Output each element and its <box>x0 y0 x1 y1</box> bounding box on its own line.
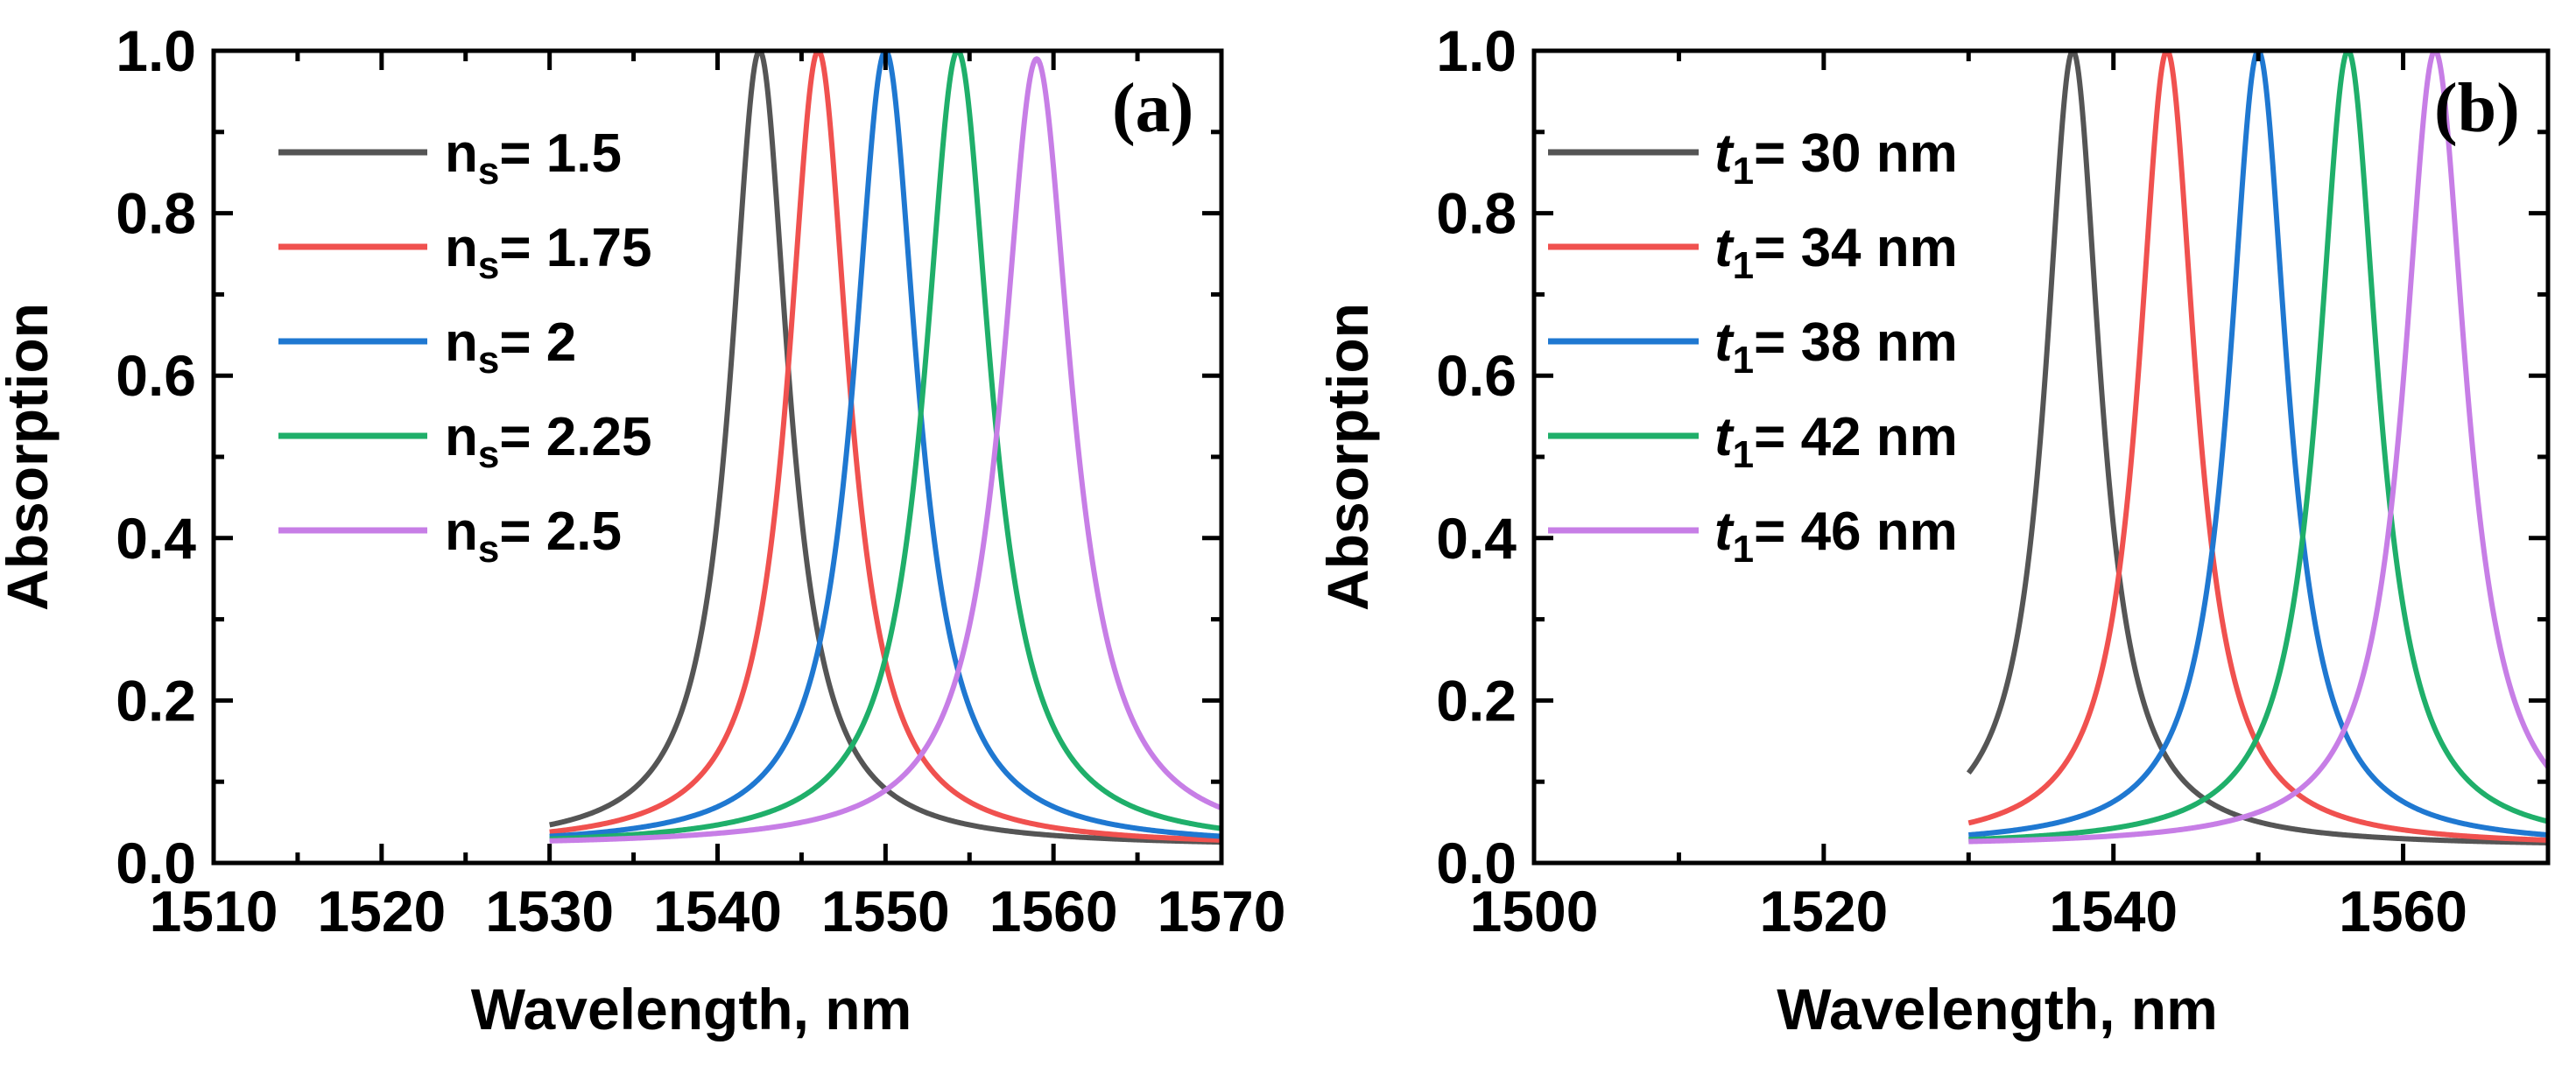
x-tick-label: 1560 <box>989 879 1118 943</box>
x-tick-label: 1520 <box>1759 879 1888 943</box>
x-tick-label: 1500 <box>1470 879 1599 943</box>
y-tick-label: 0.4 <box>1436 506 1517 571</box>
y-tick-label: 0.4 <box>116 506 196 571</box>
y-tick-label: 0.0 <box>116 831 196 895</box>
x-tick-label: 1570 <box>1158 879 1286 943</box>
x-axis-title: Wavelength, nm <box>471 977 912 1041</box>
legend-entry-2: t1= 38 nm <box>1714 312 1958 382</box>
y-tick-label: 0.6 <box>116 343 196 408</box>
legend-entry-1: t1= 34 nm <box>1714 218 1958 287</box>
series-lines <box>547 51 1221 845</box>
panel-b: 1500 1520 1540 1560 0.0 0.2 0.4 0.6 0.8 1.0 Wavele… <box>1315 18 2551 1041</box>
series-line-3 <box>547 51 1221 842</box>
panel-label: (a) <box>1112 70 1193 147</box>
series-line-2 <box>547 51 1221 839</box>
legend: ns= 1.5 ns= 1.75 ns= 2 ns= 2.25 ns= 2.5 <box>278 123 651 571</box>
legend-entry-3: ns= 2.25 <box>445 407 651 476</box>
legend-entry-1: ns= 1.75 <box>445 218 651 287</box>
x-tick-label: 1540 <box>653 879 782 943</box>
x-tick-label: 1530 <box>485 879 614 943</box>
series-line-4 <box>1967 51 2548 845</box>
x-tick-label: 1510 <box>150 879 278 943</box>
panel-label: (b) <box>2434 70 2520 147</box>
y-tick-label: 0.8 <box>116 181 196 246</box>
series-line-3 <box>1967 51 2548 843</box>
legend-entry-4: ns= 2.5 <box>445 501 622 571</box>
y-tick-label: 0.2 <box>1436 668 1517 733</box>
y-tick-label: 0.0 <box>1436 831 1517 895</box>
y-tick-label: 0.8 <box>1436 181 1517 246</box>
y-tick-label: 1.0 <box>1436 18 1517 83</box>
legend-entry-0: ns= 1.5 <box>445 123 622 193</box>
legend-entry-4: t1= 46 nm <box>1714 501 1958 571</box>
legend-entry-0: t1= 30 nm <box>1714 123 1958 193</box>
series-line-1 <box>1967 51 2548 843</box>
y-axis-title: Absorption <box>1315 303 1380 611</box>
series-line-0 <box>1966 51 2548 845</box>
y-tick-label: 1.0 <box>116 18 196 83</box>
x-tick-label: 1560 <box>2339 879 2467 943</box>
y-tick-label: 0.2 <box>116 668 196 733</box>
plot-frame <box>211 48 1224 866</box>
series-line-2 <box>1967 51 2548 838</box>
legend-entry-2: ns= 2 <box>445 312 576 382</box>
x-tick-label: 1540 <box>2049 879 2178 943</box>
x-tick-label: 1520 <box>317 879 446 943</box>
y-tick-label: 0.6 <box>1436 343 1517 408</box>
legend: t1= 30 nm t1= 34 nm t1= 38 nm t1= 42 nm t1= … <box>1548 123 1958 571</box>
legend-entry-3: t1= 42 nm <box>1714 407 1958 476</box>
series-line-4 <box>547 56 1221 844</box>
panel-a: 1510 1520 1530 1540 1550 1560 1570 0.0 0.2 0.4 0.6… <box>0 18 1285 1041</box>
x-axis-title: Wavelength, nm <box>1777 977 2218 1041</box>
series-lines <box>1966 51 2548 845</box>
y-axis-title: Absorption <box>0 303 60 611</box>
x-tick-label: 1550 <box>821 879 950 943</box>
